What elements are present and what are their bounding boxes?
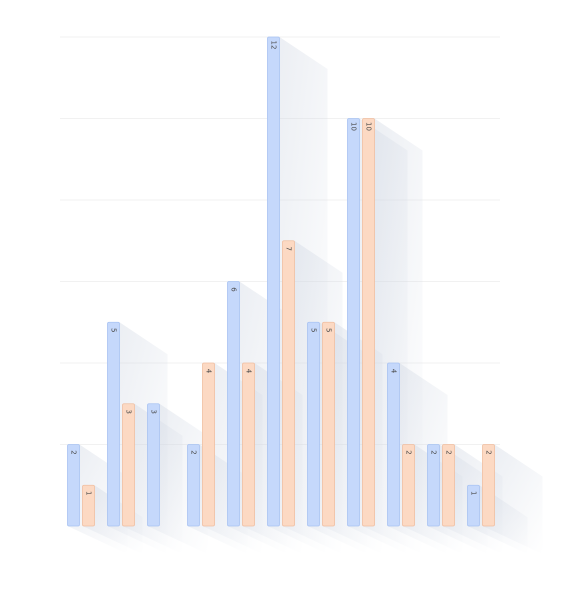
bar-value-label: 2 — [445, 450, 453, 454]
bar-value-label: 3 — [125, 410, 133, 414]
bar-series-1-category-4 — [187, 444, 200, 527]
bar-series-1-category-9 — [387, 362, 400, 527]
bar-value-label: 5 — [110, 328, 118, 332]
bar-value-label: 4 — [245, 369, 253, 374]
bar-series-1-category-6 — [267, 36, 280, 527]
bar-series-2-category-4 — [202, 362, 215, 527]
bar-series-2-category-10 — [442, 444, 455, 527]
bar-series-2-category-1 — [82, 484, 95, 527]
bar-value-label: 4 — [205, 369, 213, 374]
bar-value-label: 1 — [470, 491, 478, 495]
bar-series-2-category-5 — [242, 362, 255, 527]
bar-value-label: 2 — [485, 450, 493, 454]
bar-value-label: 2 — [70, 450, 78, 454]
bar-value-label: 6 — [230, 287, 238, 292]
bar-value-label: 5 — [325, 328, 333, 332]
bar-series-2-category-6 — [282, 240, 295, 527]
bar-value-label: 1 — [85, 491, 93, 495]
bar-series-2-category-8 — [362, 118, 375, 527]
bar-series-1-category-8 — [347, 118, 360, 527]
bar-value-label: 5 — [310, 328, 318, 332]
bar-value-label: 12 — [270, 41, 278, 50]
bars: 2 5 3 2 6 12 5 10 4 2 1 1 3 4 4 7 5 10 2 2 2 — [67, 36, 495, 527]
bar-value-label: 2 — [430, 450, 438, 454]
bar-value-label: 2 — [405, 450, 413, 454]
bar-value-label: 10 — [350, 122, 358, 131]
bar-series-2-category-9 — [402, 444, 415, 527]
bar-series-1-category-1 — [67, 444, 80, 527]
bar-shadows — [67, 37, 543, 554]
bar-series-1-category-2 — [107, 321, 120, 527]
bar-series-1-category-7 — [307, 321, 320, 527]
bar-value-label: 10 — [365, 122, 373, 131]
bar-value-label: 2 — [190, 450, 198, 454]
bar-series-2-category-2 — [122, 403, 135, 527]
bar-shadow — [482, 444, 543, 554]
bar-value-label: 4 — [390, 369, 398, 374]
bar-series-1-category-5 — [227, 281, 240, 527]
bar-value-label: 3 — [150, 410, 158, 414]
bar-value-label: 7 — [285, 247, 293, 251]
bar-series-1-category-10 — [427, 444, 440, 527]
bar-series-1-category-11 — [467, 484, 480, 527]
bar-series-2-category-7 — [322, 321, 335, 527]
bar-series-1-category-3 — [147, 403, 160, 527]
bar-series-2-category-11 — [482, 444, 495, 527]
